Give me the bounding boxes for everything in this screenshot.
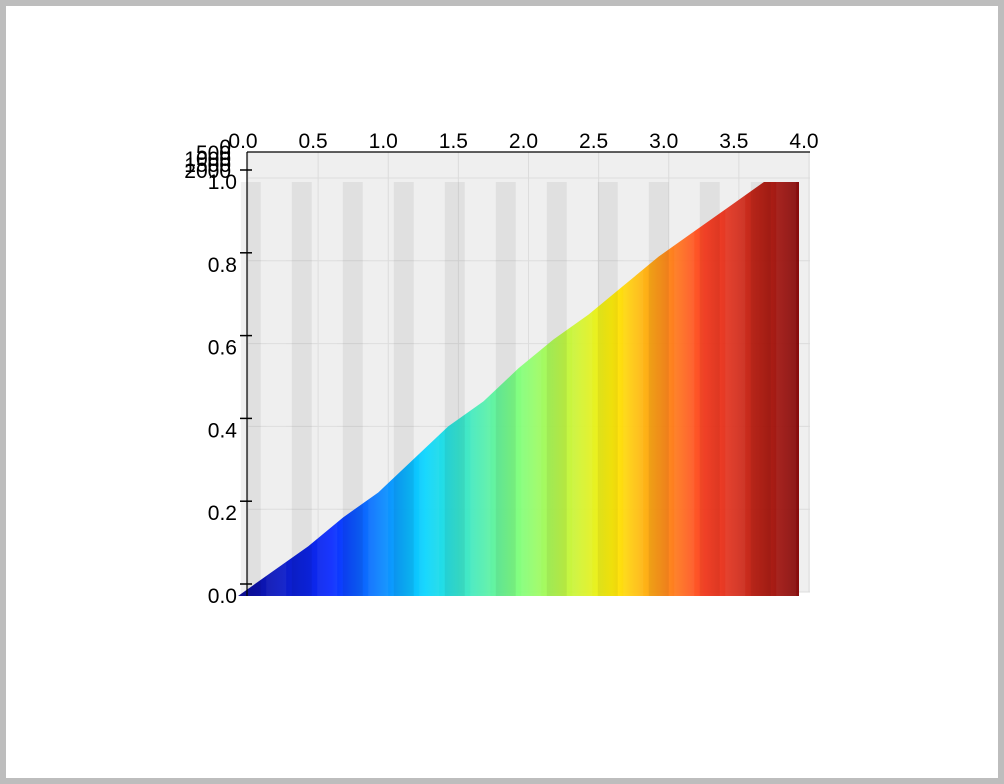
- surface: [238, 182, 799, 596]
- surface-facet: [725, 182, 746, 596]
- surface-facet: [470, 182, 491, 596]
- axes: [246, 151, 810, 596]
- depth-tick-label: 0: [219, 136, 231, 159]
- plot-frame: 0.0 0.5 1.0 1.5 2.0 2.5 3.0 3.5 4.0 0 500 1000 1500…: [6, 6, 998, 778]
- surface-facet: [546, 182, 567, 596]
- x-tick-label: 2.5: [579, 130, 608, 153]
- surface-facet: [750, 182, 771, 596]
- x-tick-label: 4.0: [789, 130, 818, 153]
- y-tick-label: 1.0: [208, 171, 237, 194]
- surface-facet: [240, 182, 261, 596]
- surface-facet: [342, 182, 363, 596]
- x-tick-label: 3.0: [649, 130, 678, 153]
- y-tick-label: 0.0: [208, 585, 237, 608]
- depth-tick-label: 500: [196, 142, 231, 165]
- x-tick-label: 2.0: [509, 130, 538, 153]
- surface-facet: [776, 182, 797, 596]
- surface-facet: [648, 182, 669, 596]
- x-tick-label: 3.5: [719, 130, 748, 153]
- surface-facet: [444, 182, 465, 596]
- x-tick-label: 1.0: [369, 130, 398, 153]
- surface-facet: [521, 182, 542, 596]
- surface-facet: [674, 182, 695, 596]
- depth-tick-label: 2000: [184, 160, 231, 183]
- depth-tick-label: 1500: [184, 154, 231, 177]
- surface-facet: [266, 182, 287, 596]
- x-tick-label: 0.5: [299, 130, 328, 153]
- y-tick-label: 0.4: [208, 419, 238, 442]
- y-tick-label: 0.6: [208, 337, 237, 360]
- x-tick-label: 0.0: [228, 130, 257, 153]
- surface-plot[interactable]: 0.0 0.5 1.0 1.5 2.0 2.5 3.0 3.5 4.0 050010001500…: [6, 6, 998, 778]
- surface-facet: [317, 182, 338, 596]
- depth-tick-label: 1000: [184, 148, 231, 171]
- y-tick-label: 0.8: [208, 254, 237, 277]
- y-axis-tick-labels: 0.0 0.2 0.4 0.6 0.8 1.0: [208, 169, 252, 608]
- surface-facet: [623, 182, 644, 596]
- surface-body: [238, 182, 799, 596]
- surface-facet: [597, 182, 618, 596]
- x-tick-label: 1.5: [439, 130, 468, 153]
- x-axis-tick-labels: 0.0 0.5 1.0 1.5 2.0 2.5 3.0 3.5 4.0: [228, 130, 818, 153]
- surface-facet: [419, 182, 440, 596]
- y-tick-label: 0.2: [208, 502, 237, 525]
- surface-facet: [393, 182, 414, 596]
- surface-facet: [368, 182, 389, 596]
- surface-facet: [291, 182, 312, 596]
- surface-facet: [699, 182, 720, 596]
- surface-facet: [572, 182, 593, 596]
- surface-facet: [495, 182, 516, 596]
